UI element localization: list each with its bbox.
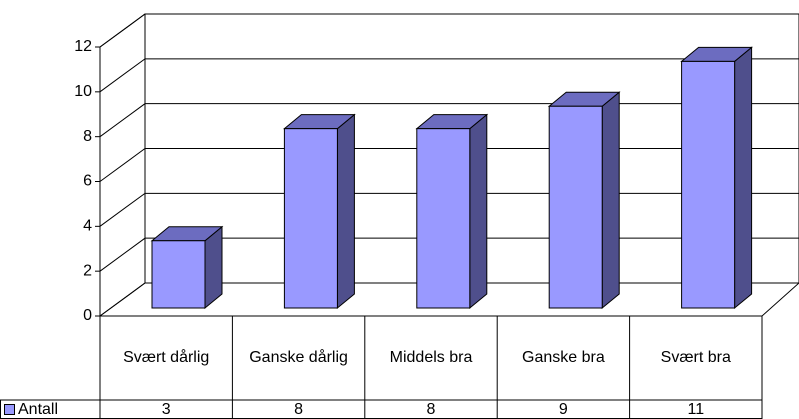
value-label-text: 8 <box>294 400 304 418</box>
bar-side <box>734 46 753 310</box>
bar <box>416 128 471 309</box>
bar <box>548 105 603 309</box>
category-label: Svært bra <box>630 316 762 400</box>
y-tick-label: 12 <box>74 38 92 55</box>
category-label-text: Ganske bra <box>522 349 605 367</box>
bar <box>151 240 206 309</box>
category-label-text: Middels bra <box>389 349 473 367</box>
y-tick-label: 6 <box>83 173 92 190</box>
category-label: Svært dårlig <box>100 316 232 400</box>
category-label: Ganske dårlig <box>232 316 364 400</box>
y-tick-label: 4 <box>83 218 92 235</box>
category-label-text: Ganske dårlig <box>249 349 348 367</box>
category-label-text: Svært bra <box>660 349 731 367</box>
bar-side <box>601 91 620 310</box>
value-label: 11 <box>630 400 762 419</box>
grid-line <box>99 13 799 48</box>
y-tick-label: 2 <box>83 262 92 279</box>
y-tick-label: 8 <box>83 128 92 145</box>
value-label-text: 8 <box>426 400 436 418</box>
y-tick-label: 10 <box>74 83 92 100</box>
legend-entry-text: Antall <box>18 400 59 418</box>
y-tick-label: 0 <box>83 307 92 324</box>
category-label: Middels bra <box>365 316 497 400</box>
grid-line <box>99 58 799 93</box>
value-label-text: 9 <box>558 400 568 418</box>
value-label-text: 11 <box>687 400 705 418</box>
legend-swatch <box>4 404 15 415</box>
bar-side <box>469 113 488 310</box>
value-label: 9 <box>497 400 629 419</box>
category-label: Ganske bra <box>497 316 629 400</box>
bar <box>283 128 338 309</box>
category-label-text: Svært dårlig <box>123 349 210 367</box>
value-label-text: 3 <box>161 400 171 418</box>
value-label: 8 <box>365 400 497 419</box>
legend-entry: Antall <box>0 400 100 419</box>
value-label: 3 <box>100 400 232 419</box>
value-label: 8 <box>232 400 364 419</box>
bar-side <box>336 113 355 310</box>
bar <box>681 60 736 309</box>
